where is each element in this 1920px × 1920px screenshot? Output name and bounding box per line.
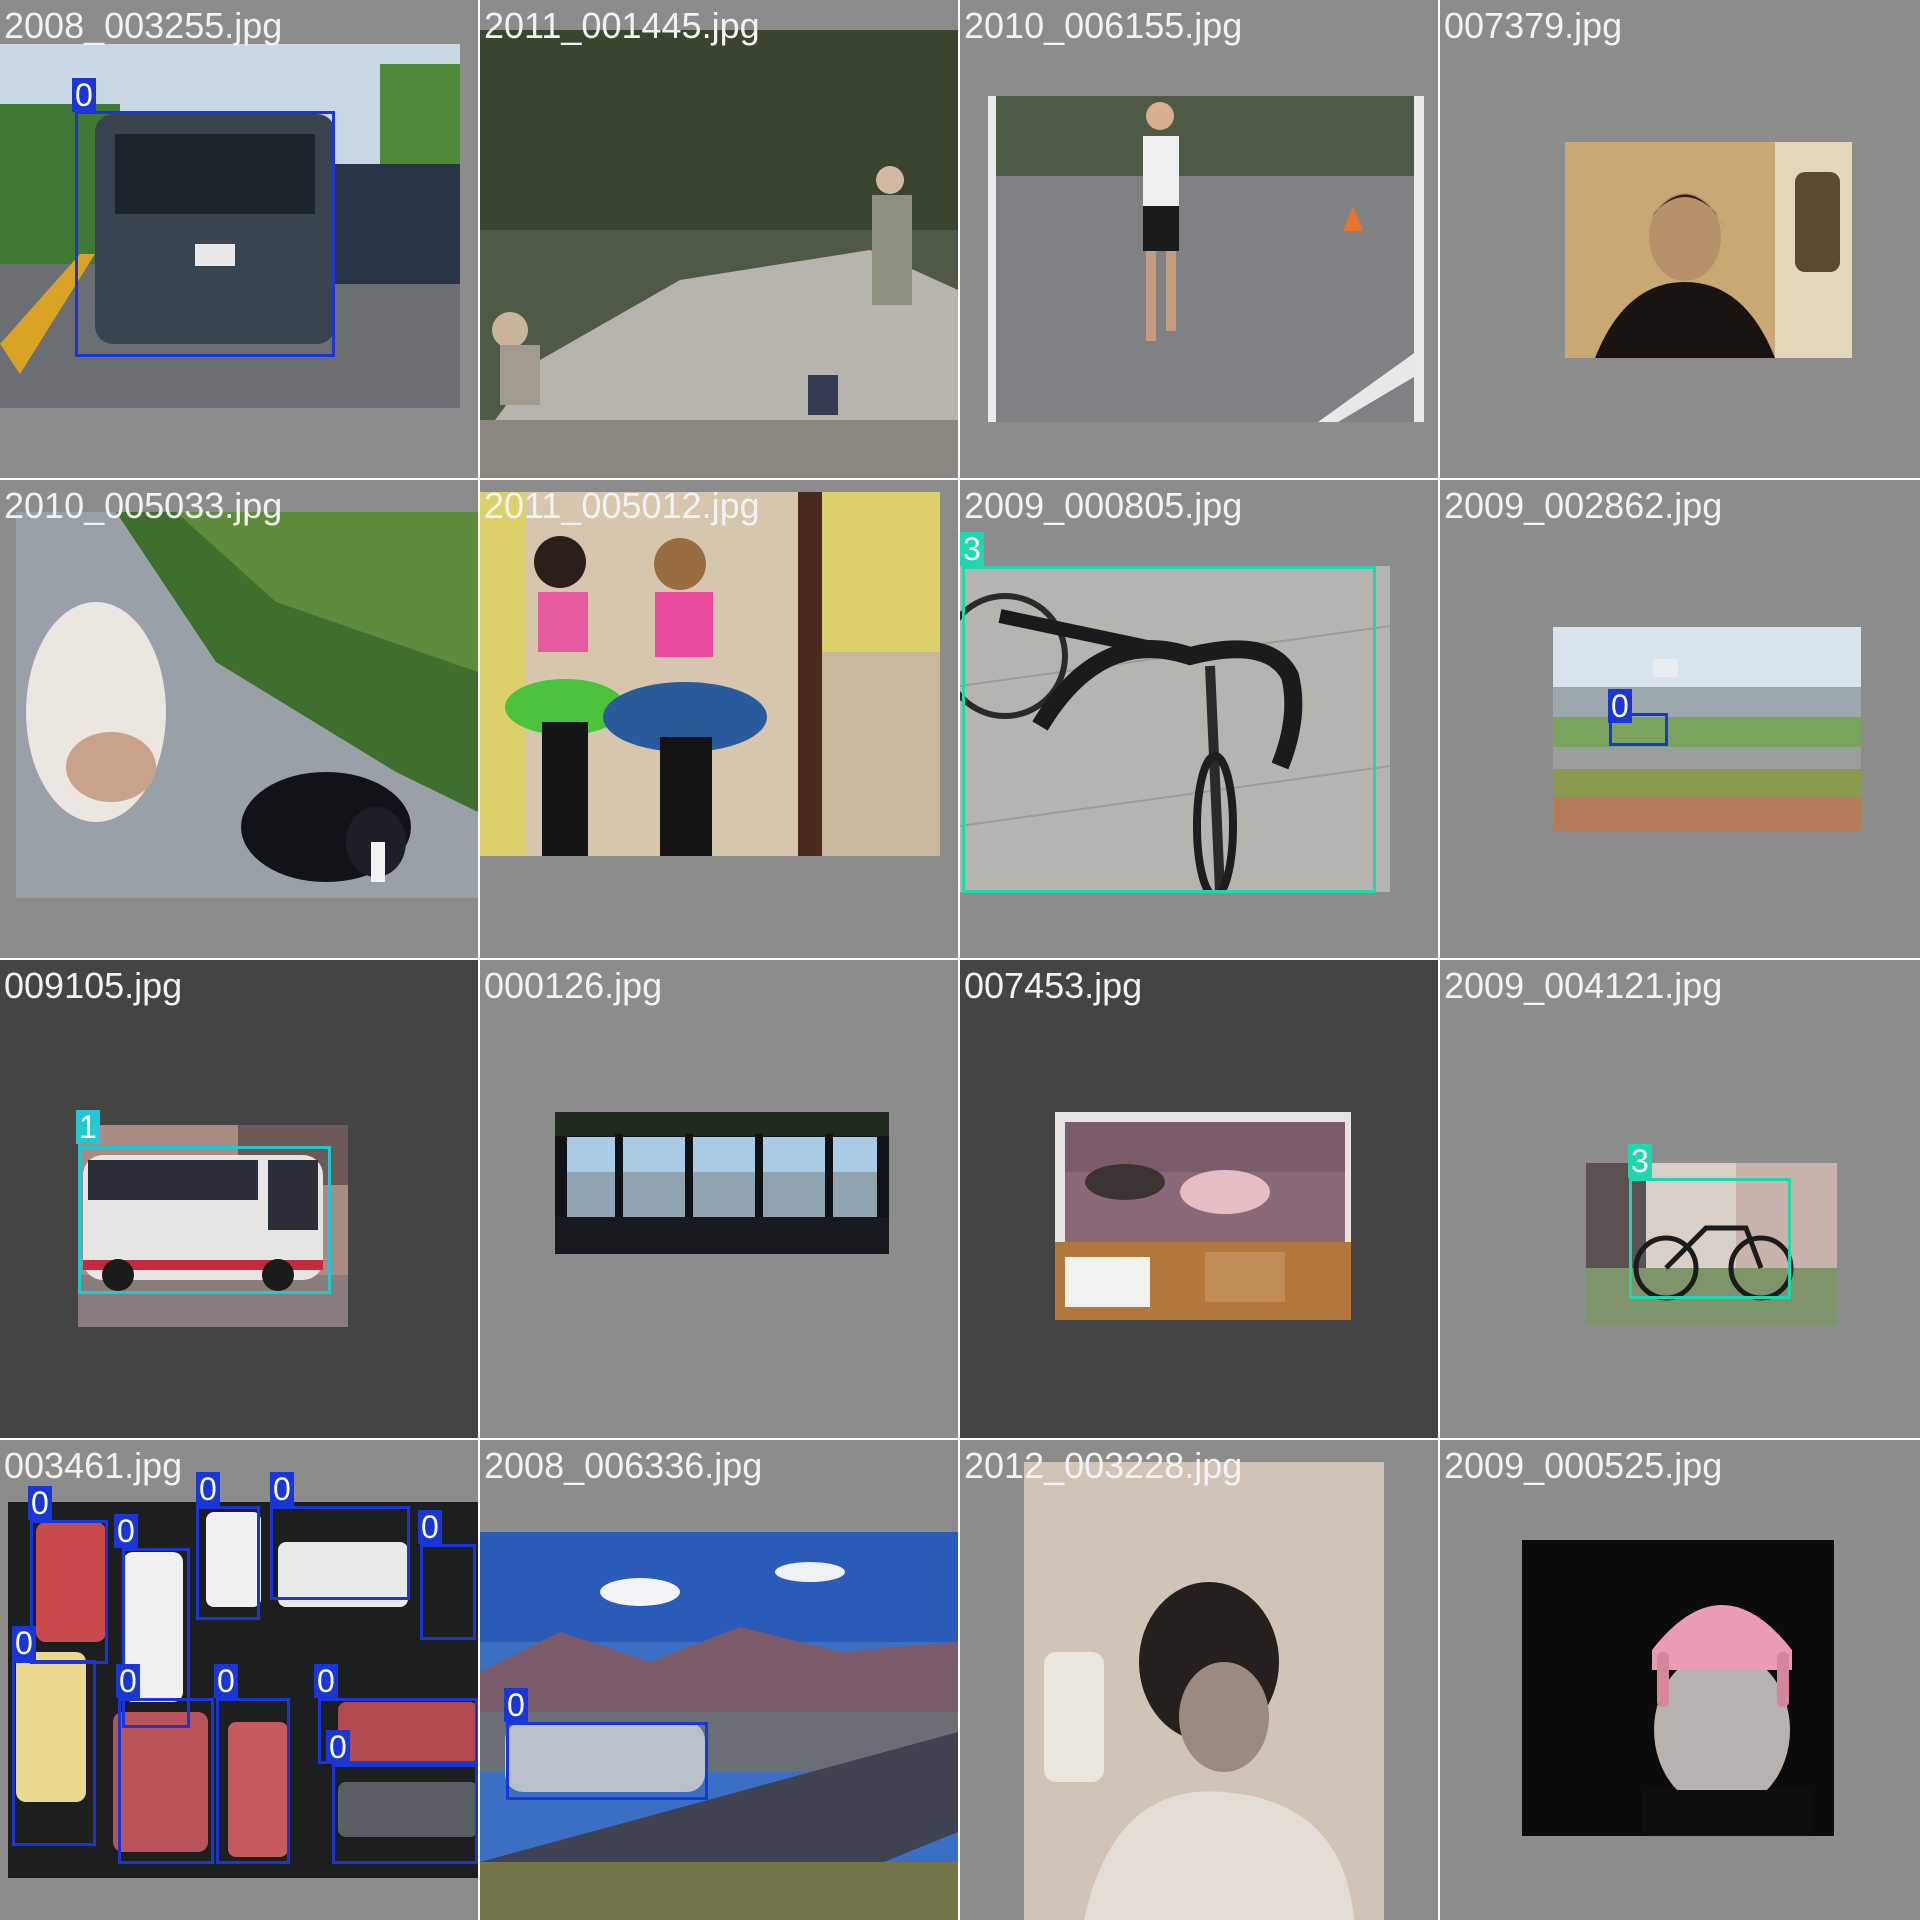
bbox-class-label: 0 [12,1626,36,1660]
tile-2009_002862[interactable]: 0 2009_002862.jpg [1440,480,1920,958]
photo [480,1532,958,1920]
photo [480,30,958,478]
bbox [78,1146,331,1294]
bbox-class-label: 0 [504,1688,528,1722]
bbox [1629,1178,1791,1299]
bbox [75,111,335,357]
bbox-class-label: 0 [214,1664,238,1698]
photo [1553,627,1861,831]
file-name: 2011_001445.jpg [484,5,760,46]
file-name: 000126.jpg [484,965,663,1006]
bbox-class-label: 0 [326,1730,350,1764]
tile-000126[interactable]: 000126.jpg [480,960,958,1438]
photo [1055,1112,1351,1320]
bbox [270,1506,410,1600]
photo [1565,142,1852,358]
tile-007453[interactable]: 007453.jpg [960,960,1438,1438]
photo [555,1112,889,1254]
tile-2008_003255[interactable]: 0 2008_003255.jpg [0,0,478,478]
file-name: 007379.jpg [1444,5,1623,46]
bbox-class-label: 0 [116,1664,140,1698]
bbox-class-label: 3 [1628,1144,1652,1178]
photo [0,44,460,408]
file-name: 2009_002862.jpg [1444,485,1723,526]
tile-009105[interactable]: 1 009105.jpg [0,960,478,1438]
tile-2010_005033[interactable]: 2010_005033.jpg [0,480,478,958]
file-name: 2010_005033.jpg [4,485,283,526]
bbox [420,1544,476,1640]
tile-2011_005012[interactable]: 2011_005012.jpg [480,480,958,958]
bbox [506,1722,708,1800]
bbox [332,1764,478,1864]
file-name: 009105.jpg [4,965,183,1006]
file-name: 2009_000525.jpg [1444,1445,1723,1486]
file-name: 007453.jpg [964,965,1143,1006]
file-name: 2009_004121.jpg [1444,965,1723,1006]
bbox [196,1506,260,1620]
photo [1024,1462,1384,1920]
photo [988,96,1424,422]
bbox-class-label: 0 [418,1510,442,1544]
bbox-class-label: 0 [28,1486,52,1520]
photo [16,512,478,898]
tile-2009_004121[interactable]: 3 2009_004121.jpg [1440,960,1920,1438]
bbox [318,1698,478,1764]
file-name: 2008_006336.jpg [484,1445,763,1486]
photo [1522,1540,1834,1836]
file-name: 2011_005012.jpg [484,485,760,526]
tile-2009_000525[interactable]: 2009_000525.jpg [1440,1440,1920,1920]
file-name: 2012_003228.jpg [964,1445,1243,1486]
photo [960,566,1390,892]
bbox-class-label: 0 [1608,689,1632,723]
bbox [12,1660,96,1846]
bbox-class-label: 0 [196,1472,220,1506]
bbox [1609,713,1668,746]
file-name: 2008_003255.jpg [4,5,283,46]
bbox-class-label: 0 [270,1472,294,1506]
photo [480,492,940,856]
file-name: 2010_006155.jpg [964,5,1243,46]
bbox [118,1698,214,1864]
bbox [122,1548,190,1728]
tile-2012_003228[interactable]: 2012_003228.jpg [960,1440,1438,1920]
file-name: 003461.jpg [4,1445,183,1486]
tile-2009_000805[interactable]: 3 2009_000805.jpg [960,480,1438,958]
bbox-class-label: 0 [314,1664,338,1698]
tile-007379[interactable]: 007379.jpg [1440,0,1920,478]
bbox [962,566,1376,893]
tile-2010_006155[interactable]: 2010_006155.jpg [960,0,1438,478]
tile-2008_006336[interactable]: 0 2008_006336.jpg [480,1440,958,1920]
file-name: 2009_000805.jpg [964,485,1243,526]
tile-003461[interactable]: 0 0 0 0 0 0 0 0 0 0 003461.jpg [0,1440,478,1920]
bbox-class-label: 1 [76,1110,100,1144]
bbox-class-label: 0 [114,1514,138,1548]
bbox-class-label: 3 [960,532,984,566]
bbox [30,1520,108,1664]
bbox [216,1698,290,1864]
bbox-class-label: 0 [72,78,96,112]
tile-2011_001445[interactable]: 2011_001445.jpg [480,0,958,478]
